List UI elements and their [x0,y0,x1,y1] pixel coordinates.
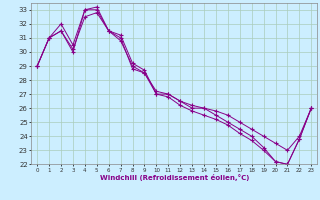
X-axis label: Windchill (Refroidissement éolien,°C): Windchill (Refroidissement éolien,°C) [100,174,249,181]
